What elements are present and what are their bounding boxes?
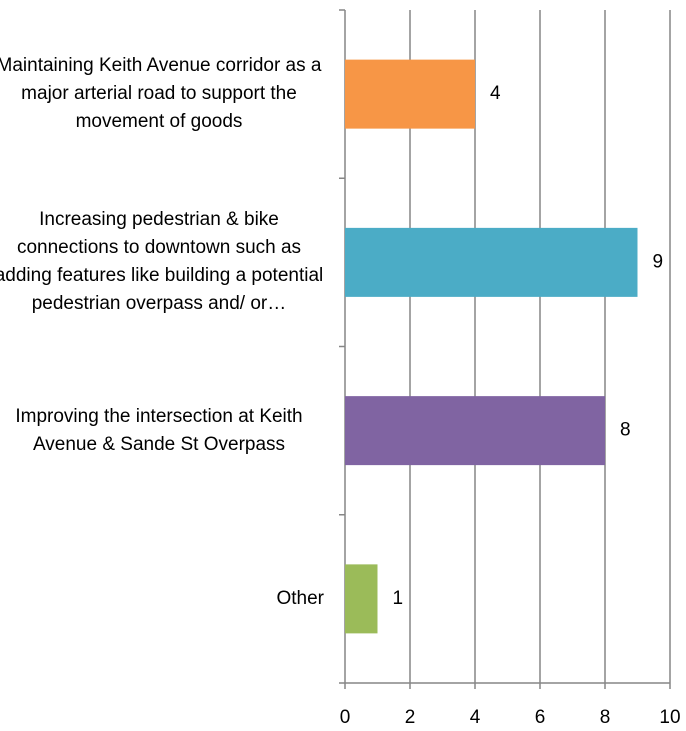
value-label: 4 [490,83,501,104]
category-label: Other [0,585,324,613]
value-label: 9 [653,251,664,272]
bar [345,396,605,466]
category-label-text: Increasing pedestrian & bike connections… [0,209,324,315]
x-tick-label: 4 [470,707,481,728]
value-label: 1 [393,588,404,609]
x-tick-label: 10 [659,707,680,728]
category-label: Maintaining Keith Avenue corridor as a m… [0,52,324,136]
x-tick-label: 0 [340,707,351,728]
category-label: Increasing pedestrian & bike connections… [0,206,324,318]
x-tick-label: 8 [600,707,611,728]
x-tick-label: 6 [535,707,546,728]
category-label-text: Maintaining Keith Avenue corridor as a m… [0,55,322,133]
x-tick-label: 2 [405,707,416,728]
category-label-text: Improving the intersection at Keith Aven… [15,405,303,455]
value-label: 8 [620,420,631,441]
bar [345,564,378,634]
bar [345,227,638,297]
category-label: Improving the intersection at Keith Aven… [0,403,324,459]
category-label-text: Other [276,587,324,609]
bar [345,59,475,129]
